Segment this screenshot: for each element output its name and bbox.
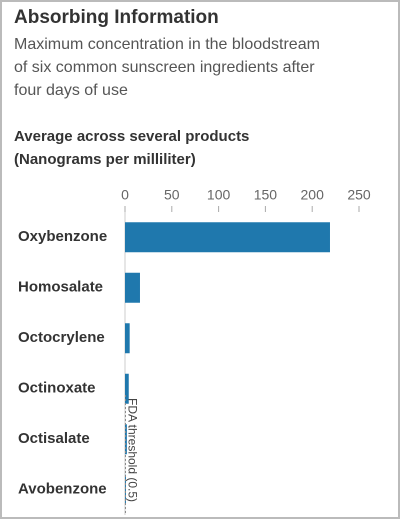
threshold-label: FDA threshold (0.5) xyxy=(125,398,139,502)
x-tick-label: 100 xyxy=(207,187,231,203)
y-tick-label: Oxybenzone xyxy=(18,228,107,245)
bar xyxy=(125,373,129,404)
x-tick-label: 250 xyxy=(347,187,371,203)
x-tick-label: 200 xyxy=(301,187,325,203)
axis-label: Average across several products xyxy=(14,128,249,145)
bar xyxy=(125,323,130,354)
axis-label: (Nanograms per milliliter) xyxy=(14,151,196,168)
bar xyxy=(125,474,126,505)
y-tick-label: Octisalate xyxy=(18,430,90,447)
bar xyxy=(125,272,140,303)
subtitle: four days of use xyxy=(14,82,128,99)
x-tick-label: 0 xyxy=(121,187,129,203)
y-tick-label: Avobenzone xyxy=(18,481,107,498)
subtitle: of six common sunscreen ingredients afte… xyxy=(14,59,315,76)
y-tick-label: Octocrylene xyxy=(18,329,105,346)
x-tick-label: 50 xyxy=(164,187,180,203)
x-tick-label: 150 xyxy=(254,187,278,203)
y-tick-label: Homosalate xyxy=(18,279,103,296)
subtitle: Maximum concentration in the bloodstream xyxy=(14,36,320,53)
bar xyxy=(125,222,330,253)
y-tick-label: Octinoxate xyxy=(18,380,96,397)
chart-title: Absorbing Information xyxy=(14,7,219,28)
